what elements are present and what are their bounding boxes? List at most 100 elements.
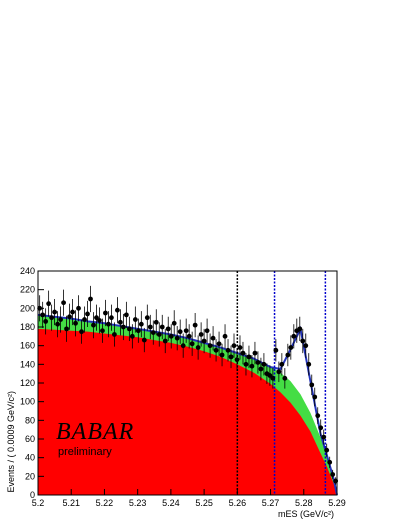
x-tick-label: 5.23 [129, 498, 147, 508]
data-point [285, 352, 291, 358]
data-point [267, 373, 273, 378]
data-point [85, 311, 90, 317]
data-point [186, 333, 192, 339]
data-point [61, 300, 66, 306]
data-point [88, 296, 93, 302]
data-point [192, 322, 198, 328]
data-point [132, 317, 138, 322]
x-tick-label: 5.29 [328, 498, 346, 508]
data-point [174, 335, 180, 341]
data-point [234, 357, 240, 363]
data-point [270, 375, 276, 381]
y-axis-label: Events / ( 0.0009 GeV/c²) [6, 391, 16, 493]
data-point [177, 329, 183, 335]
data-point [150, 330, 156, 335]
data-point [91, 322, 96, 328]
data-point [153, 319, 159, 325]
data-point [273, 347, 279, 353]
data-point [225, 347, 231, 353]
data-point [70, 309, 75, 315]
data-point [82, 317, 87, 322]
y-tick-label: 200 [20, 303, 35, 313]
y-tick-label: 0 [30, 490, 35, 500]
data-point [109, 315, 114, 321]
data-point [115, 307, 120, 313]
data-point [46, 301, 52, 307]
data-point [201, 338, 207, 344]
data-point [64, 326, 69, 332]
data-point [100, 328, 105, 334]
y-tick-label: 60 [25, 434, 35, 444]
data-point [97, 318, 102, 323]
data-point [276, 369, 282, 375]
y-tick-label: 240 [20, 266, 35, 276]
x-tick-label: 5.24 [162, 498, 180, 508]
data-point [255, 360, 261, 365]
data-point [297, 326, 303, 332]
data-point [330, 472, 336, 477]
data-point [147, 324, 153, 330]
data-point [312, 394, 318, 400]
logo-sub: preliminary [58, 446, 112, 458]
data-point [222, 333, 228, 339]
logo: BABAR [56, 419, 134, 445]
data-point [291, 333, 297, 339]
x-tick-label: 5.21 [62, 498, 80, 508]
data-point [135, 328, 141, 334]
data-point [204, 328, 210, 334]
data-point [183, 328, 189, 334]
data-point [246, 354, 252, 360]
data-point [198, 332, 204, 337]
data-point [40, 312, 46, 318]
y-tick-label: 40 [25, 453, 35, 463]
data-point [321, 434, 327, 440]
x-tick-label: 5.27 [262, 498, 280, 508]
data-point [240, 350, 246, 356]
data-point [159, 324, 165, 330]
y-tick-label: 80 [25, 415, 35, 425]
y-tick-label: 160 [20, 341, 35, 351]
data-point [123, 312, 129, 318]
data-point [52, 309, 58, 315]
data-point [180, 343, 186, 349]
data-point [309, 382, 315, 388]
data-point [141, 337, 147, 343]
x-tick-label: 5.2 [32, 498, 45, 508]
data-point [79, 329, 84, 335]
data-point [228, 354, 234, 360]
x-tick-label: 5.26 [229, 498, 247, 508]
data-point [288, 345, 294, 350]
data-point [112, 332, 117, 337]
x-axis-label: mES (GeV/c²) [278, 509, 334, 519]
data-point [279, 361, 285, 367]
x-tick-label: 5.22 [96, 498, 114, 508]
data-point [120, 324, 126, 330]
data-point [144, 315, 150, 321]
data-point [189, 341, 195, 347]
data-point [129, 333, 135, 339]
data-point [67, 314, 72, 320]
x-tick-label: 5.25 [195, 498, 213, 508]
y-tick-label: 220 [20, 285, 35, 295]
data-point [168, 333, 174, 339]
data-point [58, 317, 63, 322]
data-point [324, 447, 330, 453]
area [38, 328, 337, 495]
data-point [303, 343, 309, 349]
data-point [318, 425, 324, 431]
data-point [258, 366, 264, 372]
data-point [210, 335, 216, 341]
data-point [231, 343, 237, 349]
data-point [138, 321, 144, 327]
y-tick-label: 100 [20, 397, 35, 407]
data-point [261, 361, 267, 367]
data-point [94, 315, 99, 321]
data-point [327, 459, 333, 465]
data-point [162, 338, 168, 344]
plot-area [37, 271, 339, 496]
data-point [117, 319, 123, 325]
data-point [249, 363, 255, 369]
y-tick-label: 120 [20, 378, 35, 388]
